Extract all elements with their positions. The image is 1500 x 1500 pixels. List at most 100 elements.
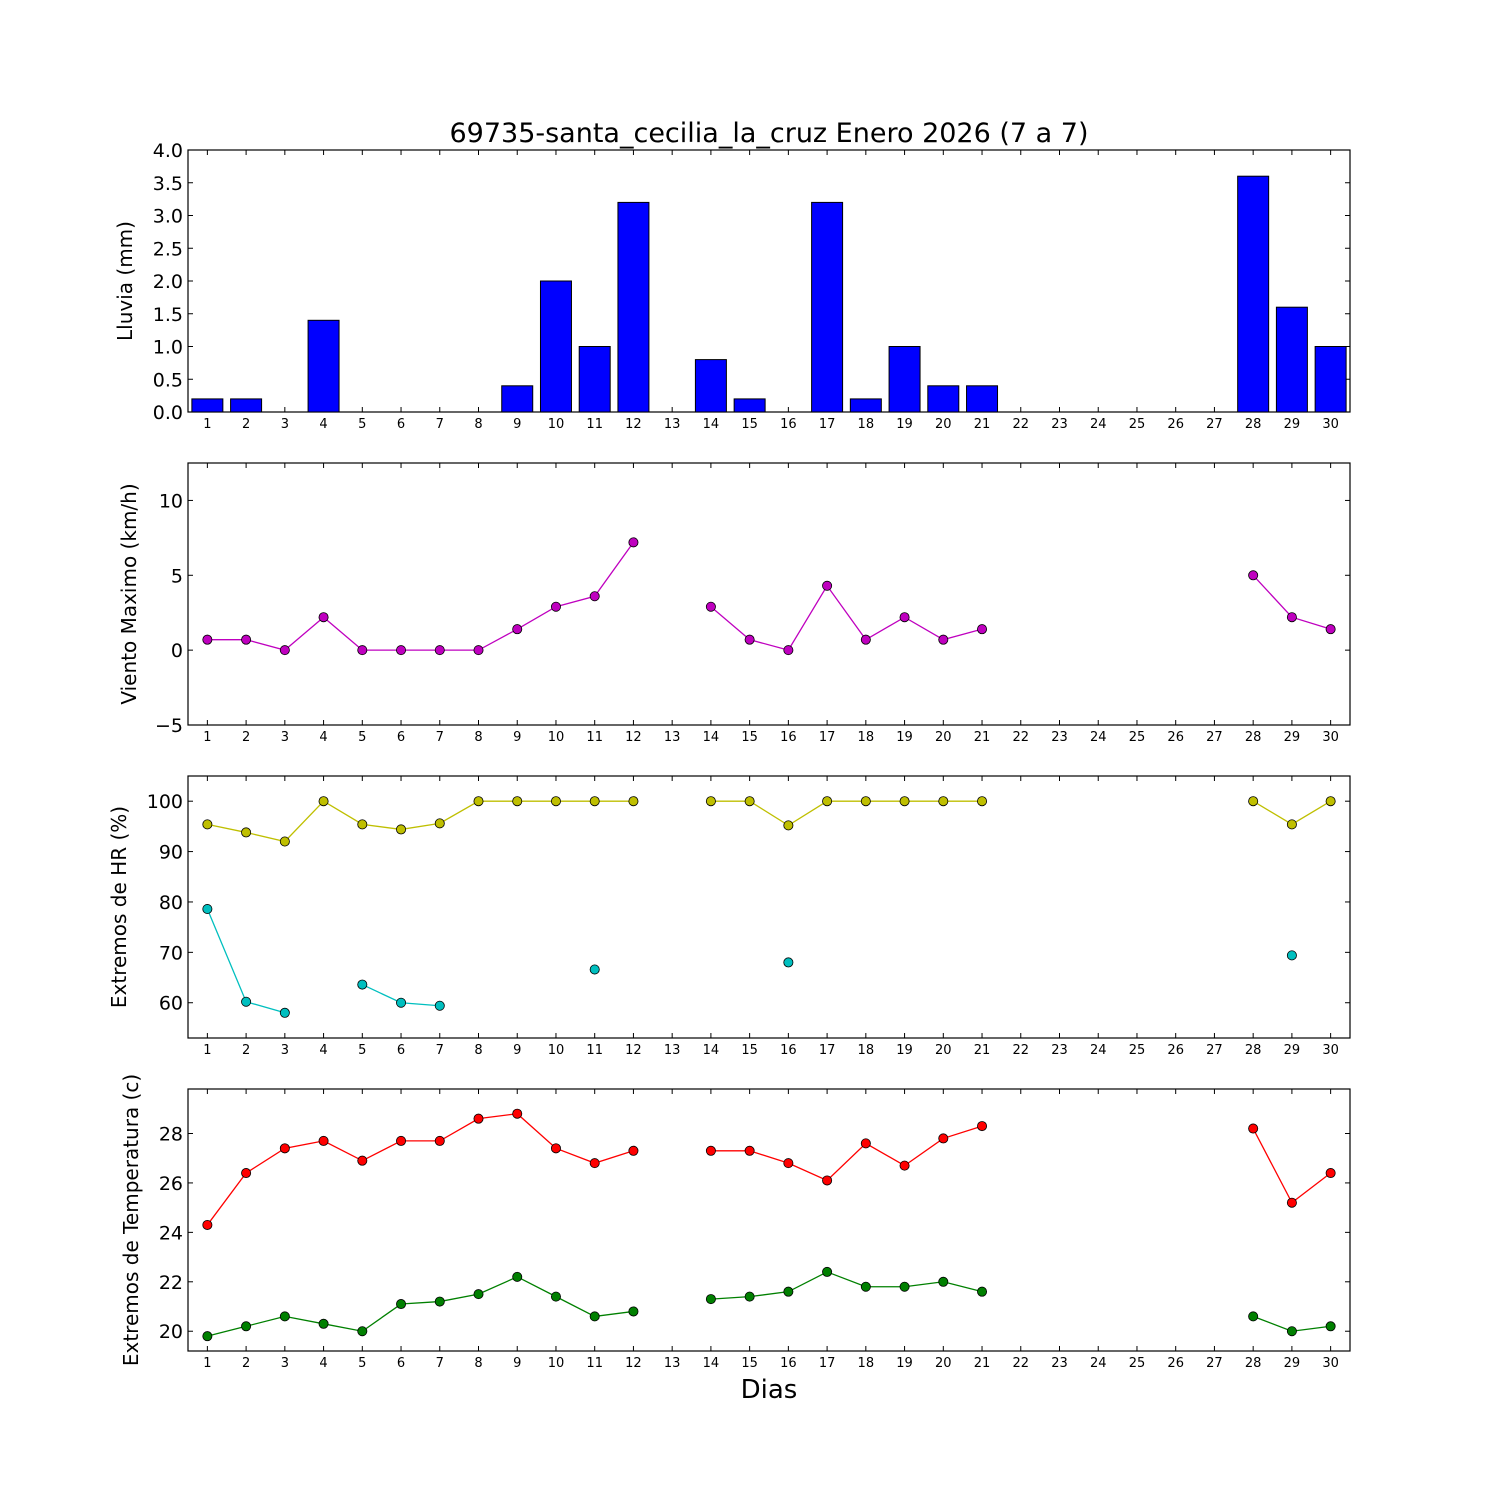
- humidity-series-0-point: [1248, 796, 1259, 807]
- wind-series-0-point: [783, 645, 794, 656]
- temperature-y-axis-label: Extremos de Temperatura (c): [119, 1074, 143, 1366]
- humidity-series-0-point: [279, 836, 290, 847]
- temperature-series-0-point: [550, 1143, 561, 1154]
- humidity-x-tick-label: 5: [358, 1043, 366, 1058]
- rain-x-tick-label: 18: [858, 417, 875, 432]
- x-axis-label: Dias: [741, 1375, 798, 1405]
- temperature-x-tick-label: 27: [1206, 1356, 1223, 1371]
- rain-x-tick-label: 4: [319, 417, 327, 432]
- humidity-series-0-point: [473, 796, 484, 807]
- rain-x-tick-label: 5: [358, 417, 366, 432]
- wind-series-0-point: [822, 580, 833, 591]
- wind-x-tick-label: 4: [319, 730, 327, 745]
- humidity-x-tick-label: 17: [819, 1043, 836, 1058]
- rain-x-tick-label: 7: [436, 417, 444, 432]
- temperature-x-tick-label: 21: [974, 1356, 991, 1371]
- temperature-series-0-point: [241, 1168, 252, 1179]
- wind-series-0-point: [977, 624, 988, 635]
- rain-x-tick-label: 20: [935, 417, 952, 432]
- humidity-x-tick-label: 11: [586, 1043, 603, 1058]
- wind-x-tick-label: 6: [397, 730, 405, 745]
- wind-series-0-point: [589, 591, 600, 602]
- wind-x-tick-label: 20: [935, 730, 952, 745]
- temperature-series-0-point: [1248, 1123, 1259, 1134]
- humidity-series-0-point: [705, 796, 716, 807]
- wind-x-tick-label: 10: [548, 730, 565, 745]
- humidity-series-1-point: [589, 964, 600, 975]
- temperature-series-0-line: [710, 1125, 983, 1182]
- temperature-series-0-point: [938, 1133, 949, 1144]
- humidity-series-0-point: [938, 796, 949, 807]
- temperature-series-1-point: [977, 1286, 988, 1297]
- temperature-series-0-point: [1286, 1197, 1297, 1208]
- wind-series-0-point: [318, 612, 329, 623]
- rain-x-tick-label: 24: [1090, 417, 1107, 432]
- temperature-x-tick-label: 17: [819, 1356, 836, 1371]
- temperature-series-1-point: [473, 1289, 484, 1300]
- wind-x-tick-label: 21: [974, 730, 991, 745]
- rain-y-axis-label: Lluvia (mm): [113, 221, 137, 341]
- humidity-series-0-point: [783, 820, 794, 831]
- temperature-x-tick-label: 4: [319, 1356, 327, 1371]
- humidity-series-0-point: [628, 796, 639, 807]
- temperature-panel: 1 2 3 4 5 6 7 8 9 10 11 12 13 14 15 16 17 18 19 20 21 22 23 24 2…: [119, 1074, 1351, 1371]
- humidity-x-tick-label: 20: [935, 1043, 952, 1058]
- temperature-series-1-line: [207, 1276, 634, 1337]
- rain-panel: 1 2 3 4 5 6 7 8 9 10 11 12 13 14 15 16 17 18 19 20 21 22 23 24 2…: [113, 140, 1351, 432]
- rain-y-tick-label: 0.5: [153, 369, 183, 391]
- temperature-x-tick-label: 20: [935, 1356, 952, 1371]
- wind-y-axis-label: Viento Maximo (km/h): [117, 483, 141, 704]
- humidity-series-0-line: [710, 800, 983, 827]
- wind-x-tick-label: 25: [1129, 730, 1146, 745]
- temperature-x-tick-label: 22: [1012, 1356, 1029, 1371]
- wind-x-tick-label: 23: [1051, 730, 1068, 745]
- wind-x-tick-label: 14: [703, 730, 720, 745]
- temperature-x-tick-label: 29: [1284, 1356, 1301, 1371]
- humidity-panel: 1 2 3 4 5 6 7 8 9 10 11 12 13 14 15 16 17 18 19 20 21 22 23 24 2…: [107, 775, 1351, 1058]
- wind-x-tick-label: 12: [625, 730, 642, 745]
- temperature-series-0-point: [822, 1175, 833, 1186]
- humidity-x-tick-label: 29: [1284, 1043, 1301, 1058]
- humidity-x-tick-label: 30: [1322, 1043, 1339, 1058]
- humidity-x-tick-label: 27: [1206, 1043, 1223, 1058]
- humidity-x-tick-label: 1: [203, 1043, 211, 1058]
- wind-x-tick-label: 11: [586, 730, 603, 745]
- temperature-series-1-point: [318, 1318, 329, 1329]
- temperature-series-0-point: [473, 1113, 484, 1124]
- chart-panels: 1 2 3 4 5 6 7 8 9 10 11 12 13 14 15 16 17 18 19 20 21 22 23 24 2…: [107, 140, 1351, 1371]
- rain-x-tick-label: 11: [586, 417, 603, 432]
- wind-series-0-point: [938, 634, 949, 645]
- temperature-x-tick-label: 15: [741, 1356, 758, 1371]
- wind-x-tick-label: 19: [896, 730, 913, 745]
- temperature-x-tick-label: 3: [281, 1356, 289, 1371]
- temperature-series-0-point: [512, 1108, 523, 1119]
- wind-series-0-point: [396, 645, 407, 656]
- temperature-series-1-point: [860, 1281, 871, 1292]
- temperature-series-0-point: [1325, 1168, 1336, 1179]
- rain-x-tick-label: 10: [548, 417, 565, 432]
- rain-bar: [578, 346, 611, 413]
- rain-bar: [539, 280, 572, 413]
- wind-series-0-point: [705, 601, 716, 612]
- temperature-series-0-point: [434, 1135, 445, 1146]
- wind-x-tick-label: 5: [358, 730, 366, 745]
- humidity-x-tick-label: 8: [474, 1043, 482, 1058]
- humidity-x-tick-label: 25: [1129, 1043, 1146, 1058]
- temperature-series-1-point: [1248, 1311, 1259, 1322]
- wind-series-0-point: [1248, 570, 1259, 581]
- rain-x-tick-label: 28: [1245, 417, 1262, 432]
- wind-x-tick-label: 26: [1167, 730, 1184, 745]
- rain-x-tick-label: 19: [896, 417, 913, 432]
- wind-series-0-point: [899, 612, 910, 623]
- humidity-series-0-point: [241, 827, 252, 838]
- wind-x-tick-label: 15: [741, 730, 758, 745]
- rain-x-tick-label: 25: [1129, 417, 1146, 432]
- rain-x-tick-label: 22: [1012, 417, 1029, 432]
- temperature-y-tick-label: 28: [159, 1123, 183, 1145]
- humidity-series-0-point: [822, 796, 833, 807]
- wind-y-tick-label: −5: [155, 715, 183, 737]
- humidity-series-0-point: [860, 796, 871, 807]
- temperature-x-tick-label: 9: [513, 1356, 521, 1371]
- rain-bar: [849, 398, 882, 413]
